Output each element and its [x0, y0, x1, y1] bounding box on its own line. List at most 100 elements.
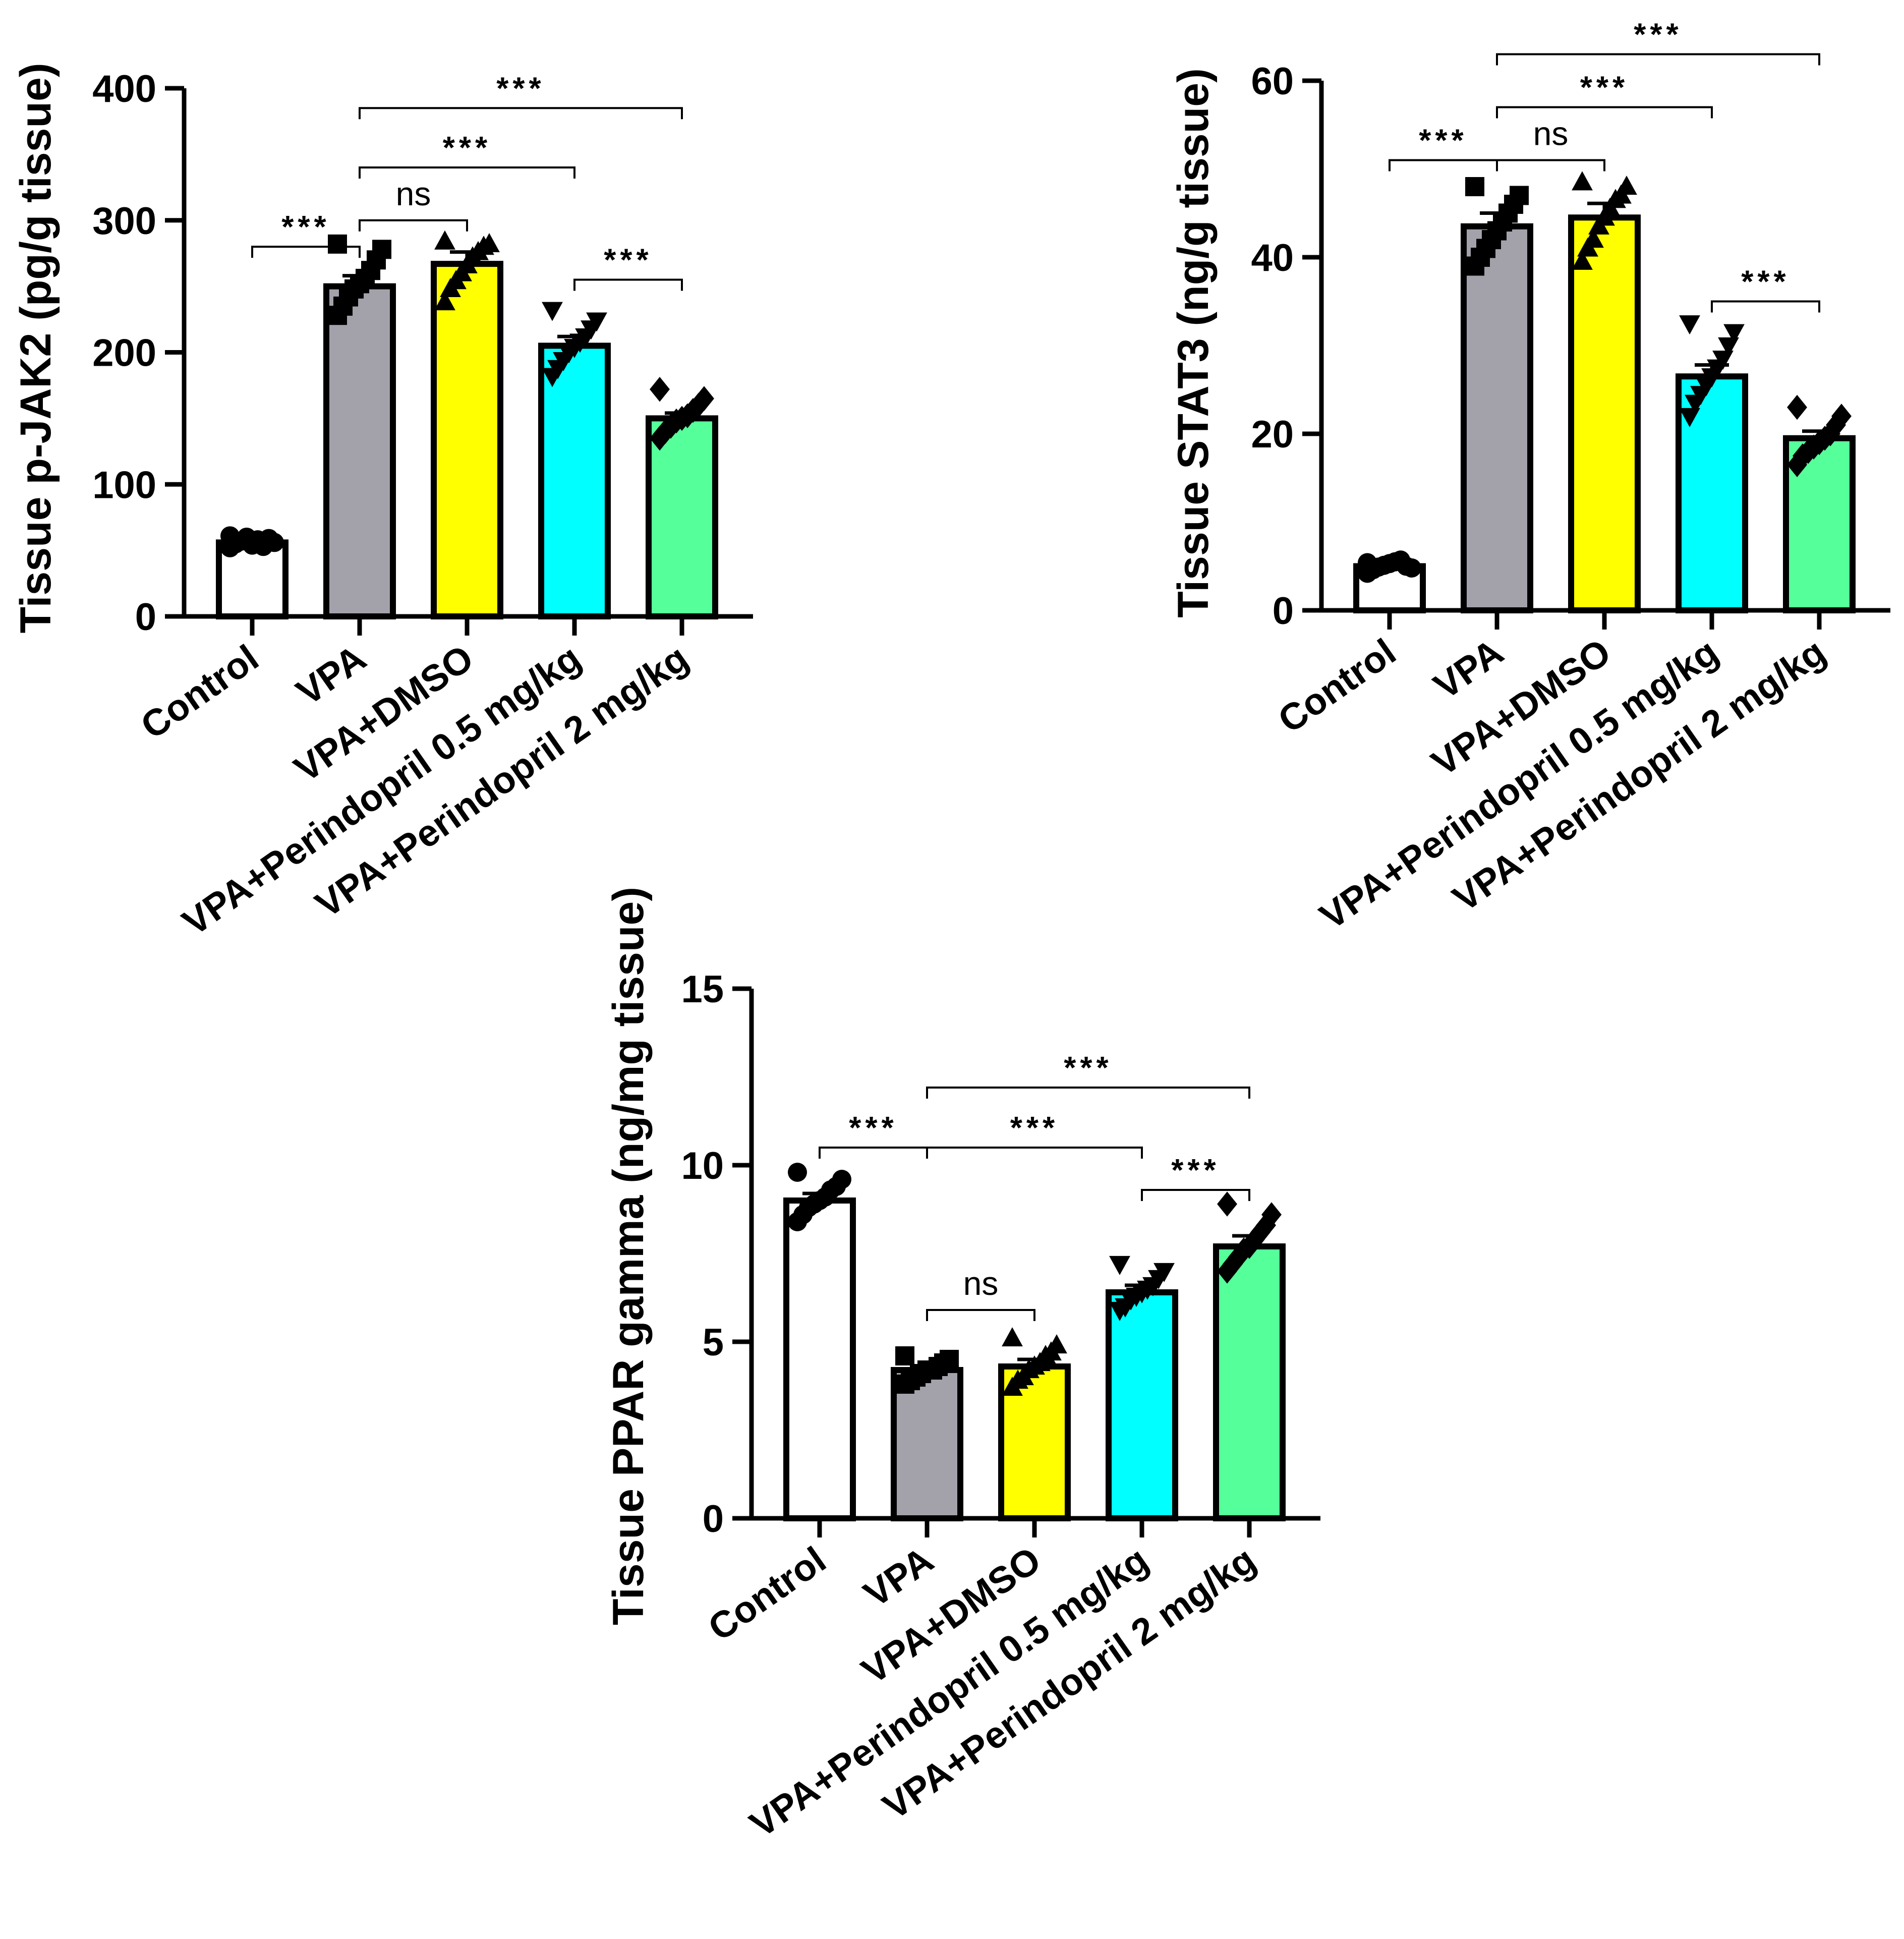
data-point	[1256, 1213, 1276, 1238]
data-point	[434, 230, 455, 250]
x-tick-label: VPA	[856, 1538, 941, 1615]
data-point	[1402, 558, 1421, 578]
y-tick-label: 0	[703, 1498, 724, 1541]
data-point	[788, 1163, 807, 1182]
data-point	[1616, 176, 1637, 195]
significance-label: ***	[1741, 265, 1790, 300]
bar	[1106, 1289, 1178, 1521]
bar	[323, 283, 396, 619]
x-tick-label: VPA	[1426, 631, 1511, 707]
y-tick-label: 40	[1251, 237, 1294, 279]
y-tick-label: 15	[681, 968, 724, 1011]
data-point	[895, 1346, 914, 1365]
significance-bracket	[1496, 159, 1605, 172]
significance-label: ***	[1010, 1111, 1059, 1146]
data-point	[1820, 421, 1840, 446]
significance-bracket	[1389, 159, 1498, 172]
bar	[1461, 223, 1533, 613]
significance-label: ***	[496, 71, 545, 106]
data-point	[1826, 412, 1846, 438]
data-point	[1002, 1327, 1023, 1347]
y-tick-label: 400	[92, 68, 156, 110]
data-point	[1245, 1227, 1265, 1252]
x-tick-label: Control	[701, 1538, 833, 1649]
y-tick-label: 20	[1251, 413, 1294, 456]
y-tick-label: 300	[92, 200, 156, 243]
bar	[1213, 1243, 1286, 1521]
data-point	[586, 312, 607, 332]
data-point	[1723, 324, 1745, 344]
significance-bracket	[1496, 53, 1820, 66]
y-tick-label: 100	[92, 464, 156, 506]
bar	[538, 343, 611, 619]
significance-bracket	[573, 278, 683, 291]
significance-bracket	[1141, 1189, 1250, 1201]
significance-label: ns	[1533, 115, 1569, 152]
data-point	[1153, 1263, 1175, 1282]
x-tick-label: Control	[133, 637, 266, 747]
x-tick-label: VPA	[289, 637, 373, 713]
data-point	[1583, 229, 1604, 248]
significance-bracket	[251, 246, 361, 258]
data-point	[1217, 1191, 1237, 1217]
significance-bracket	[359, 219, 468, 232]
data-point	[1250, 1220, 1271, 1245]
data-point	[328, 234, 347, 254]
significance-bracket	[1496, 106, 1713, 119]
bar	[431, 261, 503, 619]
significance-bracket	[819, 1147, 928, 1159]
chart-stat3: Tissue STAT3 (ng/g tissue) 0 20 40 60 Contro…	[1169, 18, 1890, 938]
y-tick-label: 60	[1251, 60, 1294, 103]
data-point	[479, 233, 500, 253]
data-point	[1465, 177, 1484, 196]
significance-bracket	[926, 1087, 1250, 1099]
data-point	[542, 302, 563, 321]
significance-label: ***	[281, 210, 330, 245]
chart-ppar: Tissue PPAR gamma (ng/mg tissue) 0 5 10 15 C…	[604, 887, 1320, 1846]
data-point	[1572, 250, 1593, 270]
data-point	[1046, 1334, 1067, 1354]
y-tick-label: 10	[681, 1145, 724, 1187]
data-point	[650, 377, 670, 402]
data-point	[940, 1350, 959, 1369]
significance-label: ***	[443, 131, 491, 165]
significance-label: ***	[1419, 124, 1467, 158]
data-point	[1217, 1259, 1237, 1284]
data-point	[372, 240, 391, 259]
chart-jak2: Tissue p-JAK2 (pg/g tissue) 0 100 200 300 40…	[12, 63, 753, 944]
significance-bracket	[926, 1309, 1035, 1321]
data-point	[1228, 1244, 1248, 1270]
data-point	[434, 291, 455, 311]
data-point	[1358, 553, 1377, 573]
y-tick-label: 5	[703, 1321, 724, 1364]
data-point	[650, 425, 670, 451]
data-point	[265, 533, 284, 552]
significance-bracket	[926, 1147, 1143, 1159]
data-point	[1109, 1256, 1130, 1275]
y-axis-label: Tissue p-JAK2 (pg/g tissue)	[12, 63, 60, 634]
data-point	[832, 1170, 851, 1189]
data-point	[1239, 1234, 1259, 1259]
significance-bracket	[359, 107, 683, 120]
significance-label: ***	[1580, 71, 1629, 105]
significance-bracket	[359, 166, 575, 179]
significance-label: ***	[1064, 1051, 1112, 1086]
data-point	[220, 526, 240, 546]
data-point	[1510, 186, 1529, 205]
data-point	[688, 392, 709, 418]
y-axis-label: Tissue STAT3 (ng/g tissue)	[1169, 68, 1218, 618]
y-tick-label: 200	[92, 332, 156, 375]
data-point	[1261, 1202, 1282, 1227]
data-point	[1787, 452, 1807, 477]
significance-label: ns	[963, 1265, 999, 1302]
data-point	[1572, 171, 1593, 191]
y-axis-label: Tissue PPAR gamma (ng/mg tissue)	[604, 887, 653, 1625]
significance-label: ns	[396, 175, 431, 212]
significance-label: ***	[1634, 18, 1682, 52]
significance-label: ***	[1171, 1153, 1220, 1188]
significance-bracket	[1711, 300, 1820, 313]
data-point	[1679, 315, 1700, 335]
data-point	[1787, 394, 1807, 420]
bar	[1568, 214, 1641, 613]
